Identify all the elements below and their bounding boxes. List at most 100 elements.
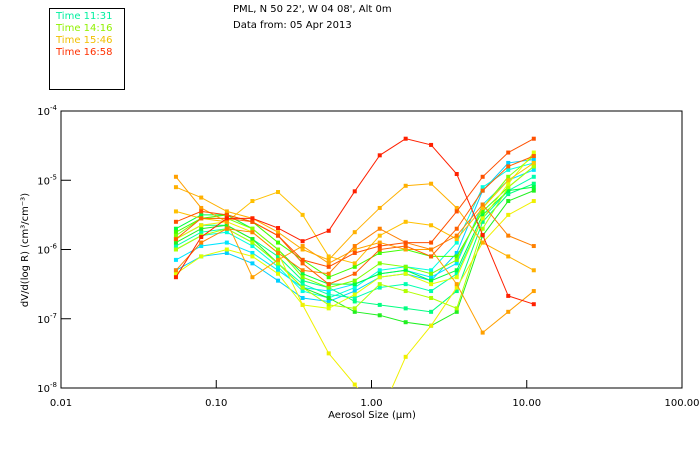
data-point <box>300 275 305 280</box>
data-point <box>480 330 485 335</box>
series-14 <box>173 181 536 273</box>
data-point <box>199 216 204 221</box>
data-point <box>173 226 178 231</box>
data-point <box>326 254 331 259</box>
data-point <box>352 289 357 294</box>
data-point <box>326 295 331 300</box>
date-subtitle: Data from: 05 Apr 2013 <box>233 20 352 31</box>
data-point <box>403 183 408 188</box>
data-point <box>480 212 485 217</box>
data-point <box>250 216 255 221</box>
data-point <box>300 285 305 290</box>
data-point <box>403 240 408 245</box>
data-point <box>199 205 204 210</box>
data-point <box>352 189 357 194</box>
data-point <box>429 271 434 276</box>
data-point <box>300 295 305 300</box>
data-point <box>454 261 459 266</box>
data-point <box>300 302 305 307</box>
data-point <box>506 188 511 193</box>
data-point <box>326 282 331 287</box>
data-point <box>480 232 485 237</box>
data-point <box>326 257 331 262</box>
data-point <box>224 247 229 252</box>
data-point <box>480 226 485 231</box>
data-point <box>377 244 382 249</box>
data-point <box>173 275 178 280</box>
data-point <box>173 271 178 276</box>
data-point <box>224 240 229 245</box>
data-point <box>352 250 357 255</box>
data-point <box>454 250 459 255</box>
data-point <box>352 292 357 297</box>
data-point <box>506 164 511 169</box>
data-point <box>300 239 305 244</box>
data-point <box>199 254 204 259</box>
data-point <box>300 261 305 266</box>
data-point <box>300 257 305 262</box>
data-point <box>352 244 357 249</box>
data-point <box>224 226 229 231</box>
data-point <box>224 230 229 235</box>
data-point <box>250 250 255 255</box>
data-point <box>377 271 382 276</box>
data-point <box>326 299 331 304</box>
x-tick-label: 10.00 <box>512 398 541 409</box>
data-point <box>276 190 281 195</box>
data-point <box>454 268 459 273</box>
data-point <box>429 247 434 252</box>
data-point <box>377 153 382 158</box>
data-point <box>454 254 459 259</box>
data-point <box>454 289 459 294</box>
data-point <box>506 181 511 186</box>
data-point <box>506 233 511 238</box>
data-point <box>454 226 459 231</box>
data-point <box>506 309 511 314</box>
data-point <box>300 247 305 252</box>
data-point <box>352 278 357 283</box>
data-point <box>531 302 536 307</box>
data-point <box>352 271 357 276</box>
data-point <box>403 289 408 294</box>
data-point <box>454 275 459 280</box>
data-point <box>300 244 305 249</box>
data-point <box>506 167 511 172</box>
data-point <box>480 216 485 221</box>
x-tick-label: 100.00 <box>665 398 700 409</box>
data-point <box>352 230 357 235</box>
data-point <box>173 174 178 179</box>
data-point <box>454 237 459 242</box>
data-point <box>403 247 408 252</box>
data-point <box>506 150 511 155</box>
data-point <box>326 302 331 307</box>
plot-frame <box>60 110 683 389</box>
data-point <box>352 382 357 387</box>
data-point <box>224 219 229 224</box>
data-point <box>199 230 204 235</box>
data-point <box>326 275 331 280</box>
data-point <box>531 188 536 193</box>
data-point <box>531 268 536 273</box>
x-axis: 0.01 0.10 1.00 10.00 100.00 <box>50 380 700 409</box>
data-point <box>429 142 434 147</box>
data-point <box>454 282 459 287</box>
data-point <box>403 271 408 276</box>
y-tick-label: 10-7 <box>37 312 57 326</box>
data-point <box>352 299 357 304</box>
data-point <box>403 282 408 287</box>
legend-item-1416: Time 14:16 <box>56 23 113 34</box>
y-axis-label: dV/d(log R) (cm³/cm⁻³) <box>20 193 31 307</box>
data-point <box>531 136 536 141</box>
x-axis-label: Aerosol Size (µm) <box>328 410 416 421</box>
legend: Time 11:31 Time 14:16 Time 15:46 Time 16… <box>49 8 125 90</box>
data-point <box>429 240 434 245</box>
data-point <box>454 271 459 276</box>
data-point <box>250 275 255 280</box>
series-line <box>175 166 535 278</box>
data-point <box>276 230 281 235</box>
data-point <box>531 164 536 169</box>
data-point <box>480 185 485 190</box>
chart-title: PML, N 50 22', W 04 08', Alt 0m Data fro… <box>233 2 392 34</box>
data-point <box>224 250 229 255</box>
x-tick-label: 0.10 <box>205 398 227 409</box>
